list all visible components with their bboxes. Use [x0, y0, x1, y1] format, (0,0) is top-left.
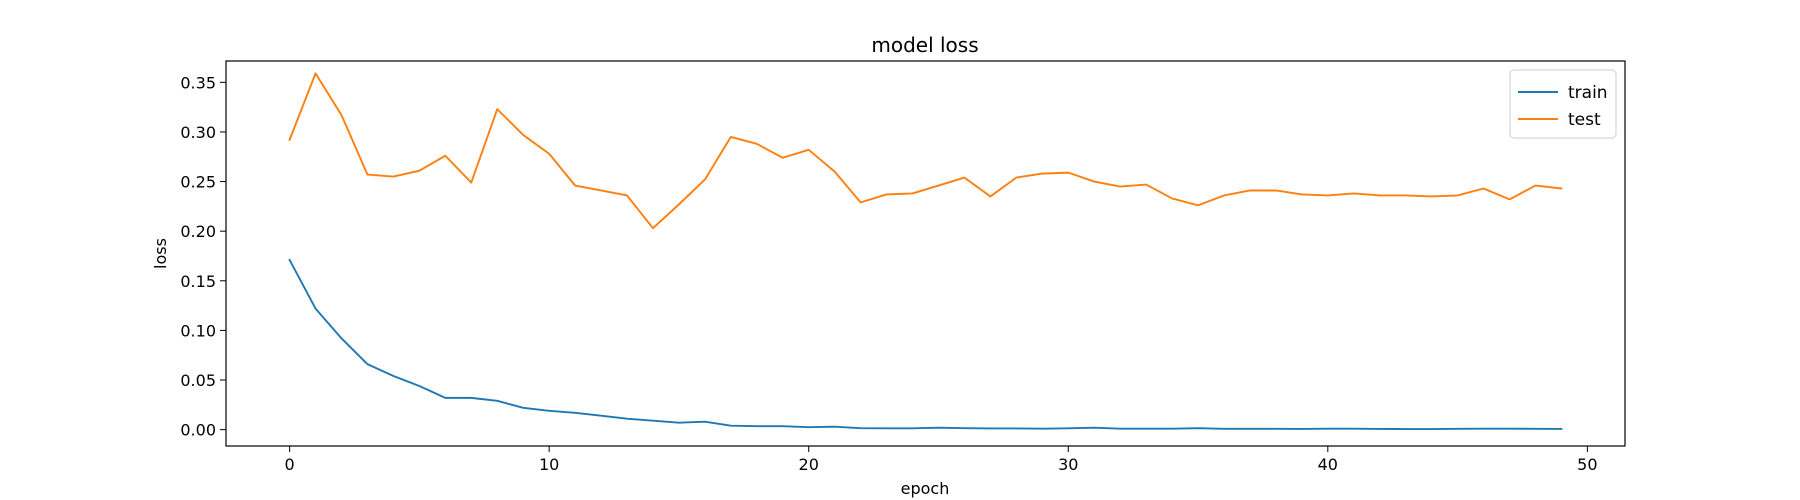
y-axis-ticks: 0.00 0.05 0.10 0.15 0.20 0.25 0.30 0.35 — [180, 73, 226, 440]
chart-title: model loss — [871, 33, 978, 57]
y-tick-label: 0.00 — [180, 421, 216, 440]
x-tick-label: 10 — [539, 455, 559, 474]
x-tick-label: 20 — [799, 455, 819, 474]
y-tick-label: 0.10 — [180, 321, 216, 340]
series-line-test — [288, 72, 1563, 230]
x-tick-label: 30 — [1058, 455, 1078, 474]
axes-frame — [225, 60, 1626, 447]
y-tick-label: 0.05 — [180, 371, 216, 390]
y-tick-label: 0.25 — [180, 173, 216, 192]
legend-label-train: train — [1568, 83, 1608, 103]
legend: train test — [1509, 69, 1617, 139]
series-line-train — [288, 258, 1563, 430]
x-tick-label: 50 — [1577, 455, 1597, 474]
x-tick-label: 40 — [1318, 455, 1338, 474]
x-axis-ticks: 0 10 20 30 40 50 — [284, 446, 1598, 474]
y-axis-label: loss — [151, 238, 170, 269]
legend-box — [1509, 69, 1617, 139]
series-layer — [288, 72, 1563, 430]
y-tick-label: 0.15 — [180, 272, 216, 291]
x-tick-label: 0 — [284, 455, 294, 474]
y-tick-label: 0.35 — [180, 73, 216, 92]
y-tick-label: 0.30 — [180, 123, 216, 142]
legend-label-test: test — [1568, 110, 1601, 130]
x-axis-label: epoch — [901, 479, 950, 498]
y-tick-label: 0.20 — [180, 222, 216, 241]
